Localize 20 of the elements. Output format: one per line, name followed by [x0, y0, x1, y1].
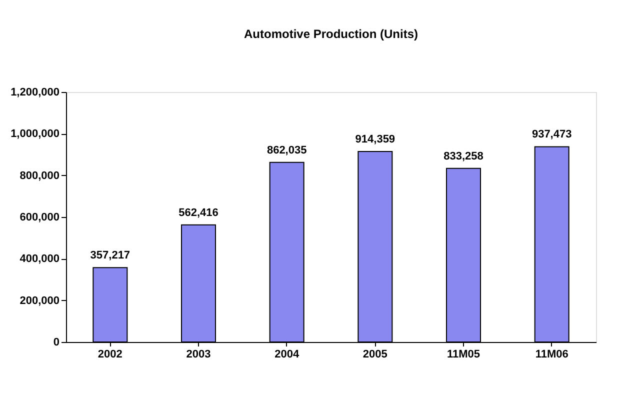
- y-tick-label: 0: [53, 336, 60, 348]
- x-tick-label: 2005: [362, 348, 388, 360]
- y-tick-label: 1,000,000: [10, 128, 60, 140]
- y-tick-label: 800,000: [20, 170, 60, 182]
- x-tick-label: 2003: [186, 348, 211, 360]
- data-label: 562,416: [178, 206, 218, 219]
- chart-title: Automotive Production (Units): [244, 27, 418, 41]
- data-label: 937,473: [532, 128, 572, 141]
- x-tick-label: 11M05: [446, 348, 480, 360]
- data-label: 914,359: [355, 134, 396, 146]
- x-tick-label: 2004: [274, 348, 300, 360]
- y-tick-label: 400,000: [20, 253, 60, 266]
- x-tick-label: 11M06: [535, 348, 568, 360]
- x-tick-label: 2002: [98, 348, 122, 360]
- y-tick-label: 1,200,000: [10, 86, 60, 98]
- y-tick-label: 600,000: [20, 212, 60, 224]
- y-tick-label: 200,000: [20, 294, 60, 307]
- data-label: 357,217: [90, 250, 130, 262]
- data-label: 862,035: [266, 144, 307, 156]
- data-label: 833,258: [444, 150, 484, 162]
